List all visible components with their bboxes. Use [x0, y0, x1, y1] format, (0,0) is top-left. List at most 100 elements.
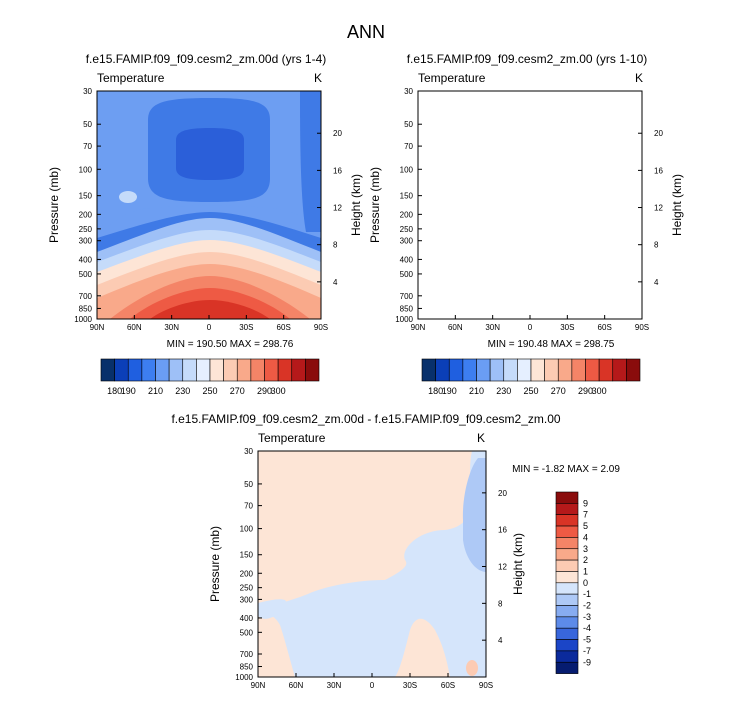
- colorbar-swatch: [585, 358, 600, 382]
- panel-1-ylabel-right: Height (km): [349, 174, 363, 236]
- panel-2-variable: Temperature: [418, 71, 486, 85]
- x-tick-label: 30N: [327, 681, 342, 690]
- colorbar-swatch: [223, 358, 238, 382]
- x-tick-label: 0: [207, 323, 212, 332]
- colorbar-label: 270: [551, 386, 566, 396]
- y-right-tick-label: 20: [654, 129, 663, 138]
- panel-1-ylabel: Pressure (mb): [47, 167, 61, 243]
- y-right-tick-label: 4: [654, 278, 659, 287]
- panel-3-units: K: [477, 431, 485, 445]
- colorbar-swatch: [100, 358, 115, 382]
- panel-2-title: f.e15.FAMIP.f09_f09.cesm2_zm.00 (yrs 1-1…: [407, 52, 648, 66]
- y-tick-label: 50: [404, 120, 413, 129]
- colorbar-swatch: [555, 605, 579, 618]
- colorbar-swatch: [555, 559, 579, 572]
- panel-1-stats: MIN = 190.50 MAX = 298.76: [167, 339, 294, 350]
- panel-1-cold-spot: [119, 191, 137, 203]
- colorbar-swatch: [182, 358, 197, 382]
- x-tick-label: 90S: [314, 323, 328, 332]
- colorbar-swatch: [530, 358, 545, 382]
- colorbar-swatch: [209, 358, 224, 382]
- panel-3-neg2-region: [462, 458, 486, 572]
- colorbar-label: -7: [583, 646, 591, 656]
- colorbar-swatch: [155, 358, 170, 382]
- y-right-tick-label: 4: [498, 636, 503, 645]
- y-right-tick-label: 8: [333, 241, 338, 250]
- panel-3-y-right-tick-labels: 20 16 12 8 4: [482, 489, 507, 645]
- panel-1-polar-cold: [300, 91, 321, 232]
- y-tick-label: 30: [404, 87, 413, 96]
- panel-2-trop-core: [497, 128, 565, 180]
- panel-1-y-tick-labels: 30 50 70 100 150 200 250 300 400 500 700 850 1000: [74, 87, 101, 324]
- colorbar-swatch: [448, 358, 464, 382]
- y-tick-label: 300: [79, 237, 93, 246]
- colorbar-label: 180: [428, 386, 443, 396]
- colorbar-label: 250: [202, 386, 217, 396]
- colorbar-swatch: [557, 358, 573, 382]
- y-tick-label: 200: [79, 210, 93, 219]
- panel-3: f.e15.FAMIP.f09_f09.cesm2_zm.00d - f.e15…: [171, 412, 620, 690]
- panel-2-ylabel-right: Height (km): [670, 174, 684, 236]
- panel-3-positive-spot: [466, 660, 478, 676]
- panel-1-band-c8: [150, 300, 270, 319]
- colorbar-swatch: [517, 358, 532, 382]
- y-tick-label: 200: [240, 569, 254, 578]
- colorbar-swatch: [264, 358, 279, 382]
- y-tick-label: 50: [244, 480, 253, 489]
- colorbar-swatch: [291, 358, 306, 382]
- x-tick-label: 60N: [127, 323, 142, 332]
- panel-2-trop-cold: [469, 98, 591, 202]
- x-tick-label: 90N: [411, 323, 426, 332]
- colorbar-label: 230: [175, 386, 190, 396]
- colorbar-swatch: [141, 358, 156, 382]
- y-tick-label: 500: [79, 270, 93, 279]
- colorbar-label: -3: [583, 612, 591, 622]
- y-tick-label: 500: [240, 628, 254, 637]
- y-tick-label: 300: [400, 237, 414, 246]
- colorbar-swatch: [555, 593, 579, 606]
- colorbar-swatch: [168, 358, 184, 382]
- colorbar-label: 290: [257, 386, 272, 396]
- panel-2-units: K: [635, 71, 643, 85]
- colorbar-swatch: [462, 358, 477, 382]
- colorbar-label: -2: [583, 601, 591, 611]
- colorbar-swatch: [421, 358, 436, 382]
- colorbar-label: 0: [583, 578, 588, 588]
- colorbar-swatch: [544, 358, 559, 382]
- y-tick-label: 700: [400, 292, 414, 301]
- panel-2-y-right-tick-labels: 20 16 12 8 4: [638, 129, 663, 287]
- y-right-tick-label: 16: [333, 166, 342, 175]
- colorbar-swatch: [555, 537, 579, 550]
- panel-3-ylabel-right: Height (km): [511, 533, 525, 595]
- panel-3-variable: Temperature: [258, 431, 326, 445]
- x-tick-label: 30N: [164, 323, 179, 332]
- x-tick-label: 90S: [635, 323, 649, 332]
- panel-2-band-c5: [418, 264, 642, 319]
- panel-2-ylabel: Pressure (mb): [368, 167, 382, 243]
- y-right-tick-label: 20: [498, 489, 507, 498]
- colorbar-label: 230: [496, 386, 511, 396]
- colorbar-label: 300: [271, 386, 286, 396]
- x-tick-label: 90S: [479, 681, 493, 690]
- x-tick-label: 60S: [598, 323, 612, 332]
- y-tick-label: 30: [244, 447, 253, 456]
- panel-1-title: f.e15.FAMIP.f09_f09.cesm2_zm.00d (yrs 1-…: [86, 52, 327, 66]
- y-tick-label: 1000: [74, 315, 92, 324]
- panel-3-stats: MIN = -1.82 MAX = 2.09: [512, 464, 620, 475]
- x-tick-label: 0: [370, 681, 375, 690]
- y-tick-label: 100: [240, 525, 254, 534]
- y-tick-label: 700: [79, 292, 93, 301]
- colorbar-label: 250: [523, 386, 538, 396]
- colorbar-swatch: [598, 358, 614, 382]
- colorbar-label: -4: [583, 623, 591, 633]
- colorbar-swatch: [489, 358, 505, 382]
- colorbar-swatch: [250, 358, 265, 382]
- x-tick-label: 60S: [441, 681, 455, 690]
- colorbar-swatch: [127, 358, 143, 382]
- colorbar-swatch: [503, 358, 518, 382]
- panel-2-band-c4: [418, 252, 642, 319]
- y-right-tick-label: 12: [333, 204, 342, 213]
